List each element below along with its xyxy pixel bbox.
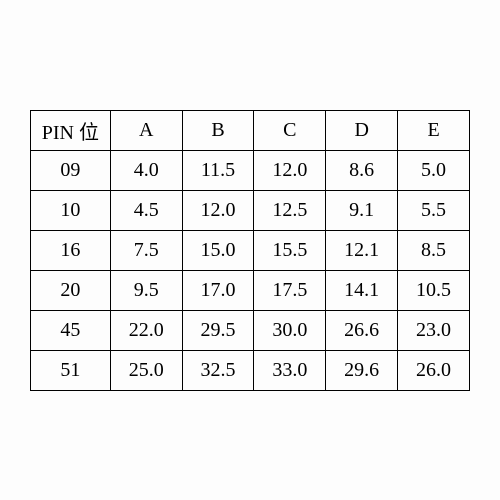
cell-e: 5.0 [398,150,470,190]
table-row: 16 7.5 15.0 15.5 12.1 8.5 [31,230,470,270]
cell-a: 22.0 [110,310,182,350]
cell-e: 26.0 [398,350,470,390]
header-d: D [326,110,398,150]
cell-b: 17.0 [182,270,254,310]
cell-e: 5.5 [398,190,470,230]
header-a: A [110,110,182,150]
cell-b: 32.5 [182,350,254,390]
cell-e: 23.0 [398,310,470,350]
cell-pin: 09 [31,150,111,190]
cell-a: 9.5 [110,270,182,310]
cell-pin: 16 [31,230,111,270]
cell-d: 29.6 [326,350,398,390]
cell-e: 8.5 [398,230,470,270]
cell-c: 33.0 [254,350,326,390]
table-header-row: PIN 位 A B C D E [31,110,470,150]
pin-dimensions-table-container: PIN 位 A B C D E 09 4.0 11.5 12.0 8.6 5.0… [30,110,470,391]
cell-c: 30.0 [254,310,326,350]
table-row: 20 9.5 17.0 17.5 14.1 10.5 [31,270,470,310]
table-row: 09 4.0 11.5 12.0 8.6 5.0 [31,150,470,190]
cell-b: 29.5 [182,310,254,350]
cell-c: 17.5 [254,270,326,310]
cell-pin: 10 [31,190,111,230]
cell-d: 9.1 [326,190,398,230]
cell-c: 12.5 [254,190,326,230]
cell-a: 25.0 [110,350,182,390]
cell-a: 4.5 [110,190,182,230]
cell-a: 4.0 [110,150,182,190]
header-b: B [182,110,254,150]
cell-d: 14.1 [326,270,398,310]
table-row: 10 4.5 12.0 12.5 9.1 5.5 [31,190,470,230]
cell-d: 26.6 [326,310,398,350]
cell-b: 15.0 [182,230,254,270]
pin-dimensions-table: PIN 位 A B C D E 09 4.0 11.5 12.0 8.6 5.0… [30,110,470,391]
cell-b: 12.0 [182,190,254,230]
cell-pin: 45 [31,310,111,350]
cell-c: 15.5 [254,230,326,270]
cell-pin: 51 [31,350,111,390]
header-c: C [254,110,326,150]
cell-c: 12.0 [254,150,326,190]
cell-e: 10.5 [398,270,470,310]
cell-pin: 20 [31,270,111,310]
header-pin: PIN 位 [31,110,111,150]
table-row: 51 25.0 32.5 33.0 29.6 26.0 [31,350,470,390]
cell-d: 8.6 [326,150,398,190]
header-e: E [398,110,470,150]
cell-d: 12.1 [326,230,398,270]
cell-b: 11.5 [182,150,254,190]
table-row: 45 22.0 29.5 30.0 26.6 23.0 [31,310,470,350]
cell-a: 7.5 [110,230,182,270]
